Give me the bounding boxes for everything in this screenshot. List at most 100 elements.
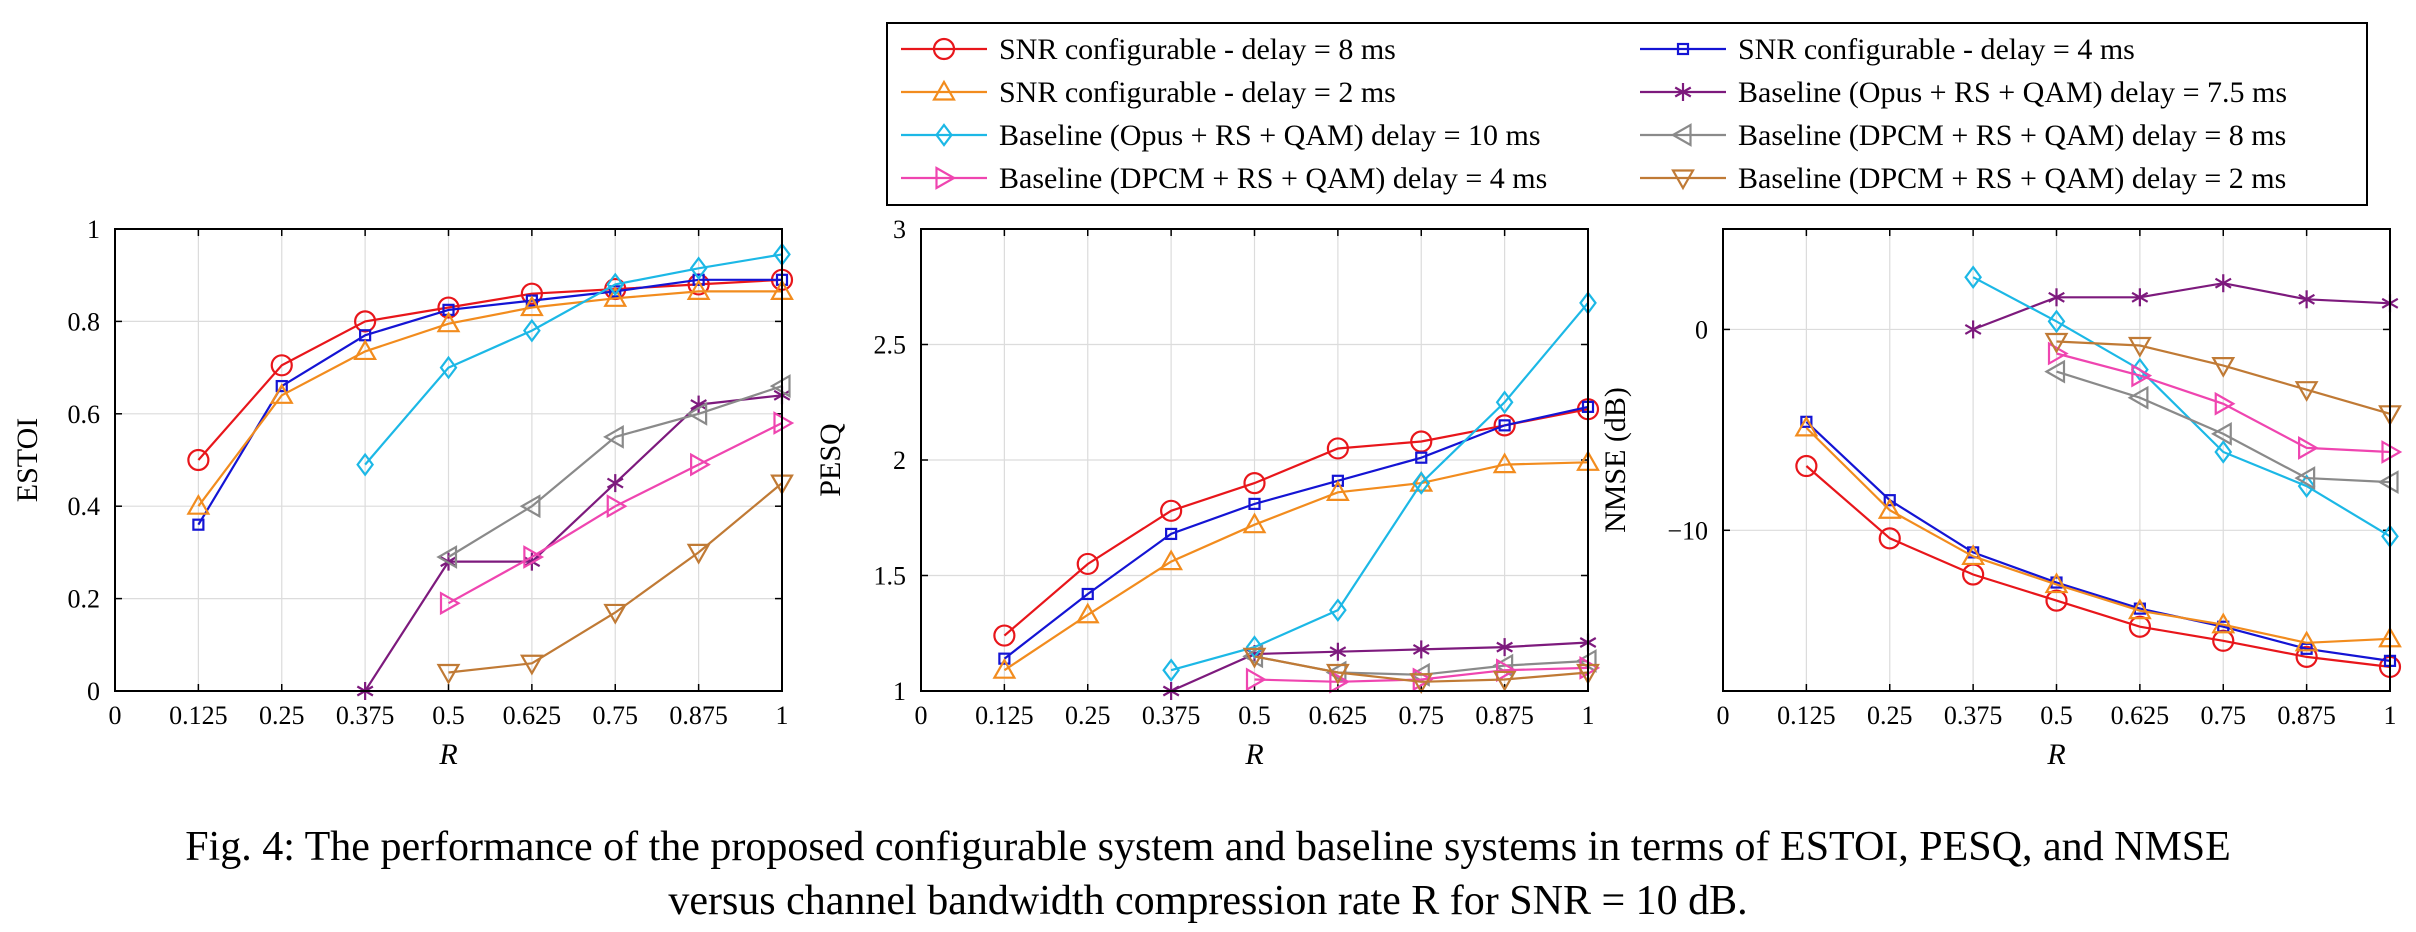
x-tick-label: 0.875 [2277, 701, 2336, 730]
x-axis-label: R [438, 738, 457, 771]
data-point [353, 339, 378, 361]
x-tick-label: 0.625 [2111, 701, 2170, 730]
caption-line-2: versus channel bandwidth compression rat… [668, 878, 1748, 924]
data-point [1496, 658, 1517, 683]
data-point [690, 395, 707, 414]
series [356, 386, 791, 700]
legend-entry: SNR configurable - delay = 2 ms [901, 76, 1396, 109]
data-point [2044, 359, 2066, 384]
data-point [1242, 512, 1267, 534]
data-point [1329, 598, 1347, 622]
marker-stroke [2214, 277, 2232, 289]
data-point [1245, 667, 1267, 692]
series [998, 400, 1595, 665]
chart-panel-2: 0 0.125 0.25 0.375 0.5 0.625 0.75 0.875 1 1 1.5 2 2.… [814, 215, 1601, 771]
data-point [606, 272, 625, 297]
x-tick-label: 0.75 [593, 701, 639, 730]
data-point [1243, 472, 1266, 495]
legend-entry: Baseline (DPCM + RS + QAM) delay = 2 ms [1640, 162, 2286, 195]
y-tick-label: 2.5 [874, 331, 907, 360]
series [439, 411, 795, 616]
legend-entry: SNR configurable - delay = 8 ms [901, 33, 1396, 66]
data-point [519, 494, 541, 519]
marker-stroke [2131, 291, 2149, 303]
data-point [1242, 647, 1267, 669]
legend-entry: Baseline (DPCM + RS + QAM) delay = 8 ms [1640, 119, 2286, 152]
legend-marker [1670, 123, 1692, 147]
data-point [523, 545, 545, 569]
series-line [1805, 420, 2391, 662]
data-point [354, 310, 377, 333]
series [1964, 265, 2399, 549]
series [1162, 291, 1597, 683]
data-point [769, 374, 791, 398]
data-point [519, 654, 544, 676]
data-point [1492, 670, 1517, 692]
data-point [1160, 499, 1183, 522]
marker-stroke [690, 399, 707, 411]
data-point [2131, 288, 2149, 307]
x-tick-label: 0.375 [336, 701, 395, 730]
series-line [1003, 405, 1589, 660]
data-point [689, 256, 708, 281]
y-tick-label: 0.2 [68, 585, 101, 614]
data-point [1076, 552, 1099, 576]
x-tick-label: 0.125 [169, 701, 228, 730]
y-tick-label: 1 [87, 215, 100, 244]
series-line [447, 422, 783, 605]
legend: SNR configurable - delay = 8 ms SNR confi… [886, 22, 2368, 206]
data-point [773, 411, 795, 435]
data-point [1325, 663, 1350, 685]
legend-label: Baseline (Opus + RS + QAM) delay = 10 ms [999, 119, 1541, 152]
legend-marker [932, 37, 956, 61]
x-tick-label: 0.5 [1238, 701, 1271, 730]
data-point [603, 425, 624, 449]
data-point [1409, 673, 1434, 694]
data-point [606, 474, 624, 493]
data-point [2211, 612, 2236, 634]
data-point [1415, 451, 1428, 464]
legend-label: Baseline (Opus + RS + QAM) delay = 7.5 m… [1738, 76, 2287, 109]
y-tick-label: 1.5 [874, 562, 907, 591]
legend-marker [1676, 42, 1690, 56]
legend-box [886, 22, 2368, 206]
data-point [187, 448, 210, 472]
series-line [1972, 276, 2391, 538]
data-point [2047, 309, 2066, 334]
series [356, 242, 791, 477]
marker-stroke [606, 477, 624, 489]
x-tick-label: 0.375 [1944, 701, 2003, 730]
marker-stroke [1329, 646, 1347, 658]
data-point [2298, 290, 2315, 309]
y-tick-label: 0.4 [68, 492, 101, 521]
data-point [356, 452, 374, 477]
data-point [1329, 669, 1351, 694]
data-point [690, 452, 711, 477]
series-line [1003, 461, 1589, 672]
marker-stroke [1412, 643, 1430, 655]
x-tick-label: 0 [915, 701, 928, 730]
x-tick-label: 0.625 [1309, 701, 1368, 730]
series-line [2056, 352, 2391, 454]
series [1794, 415, 2402, 652]
data-point [1409, 470, 1434, 492]
data-point [2127, 385, 2149, 410]
data-point [436, 663, 461, 685]
plot-frame [114, 228, 783, 692]
data-point [1498, 419, 1511, 432]
data-point [270, 354, 293, 377]
series-line [197, 278, 783, 461]
series [992, 450, 1600, 679]
data-point [2381, 440, 2403, 464]
data-point [1081, 587, 1094, 601]
x-tick-label: 0 [1717, 701, 1730, 730]
data-point [1964, 320, 1982, 339]
series-line [2056, 340, 2391, 415]
data-point [275, 379, 288, 393]
data-point [520, 282, 543, 305]
series-line [1254, 666, 1589, 683]
y-tick-label: 0 [1695, 315, 1708, 344]
data-point [2377, 470, 2399, 494]
series [186, 279, 794, 515]
